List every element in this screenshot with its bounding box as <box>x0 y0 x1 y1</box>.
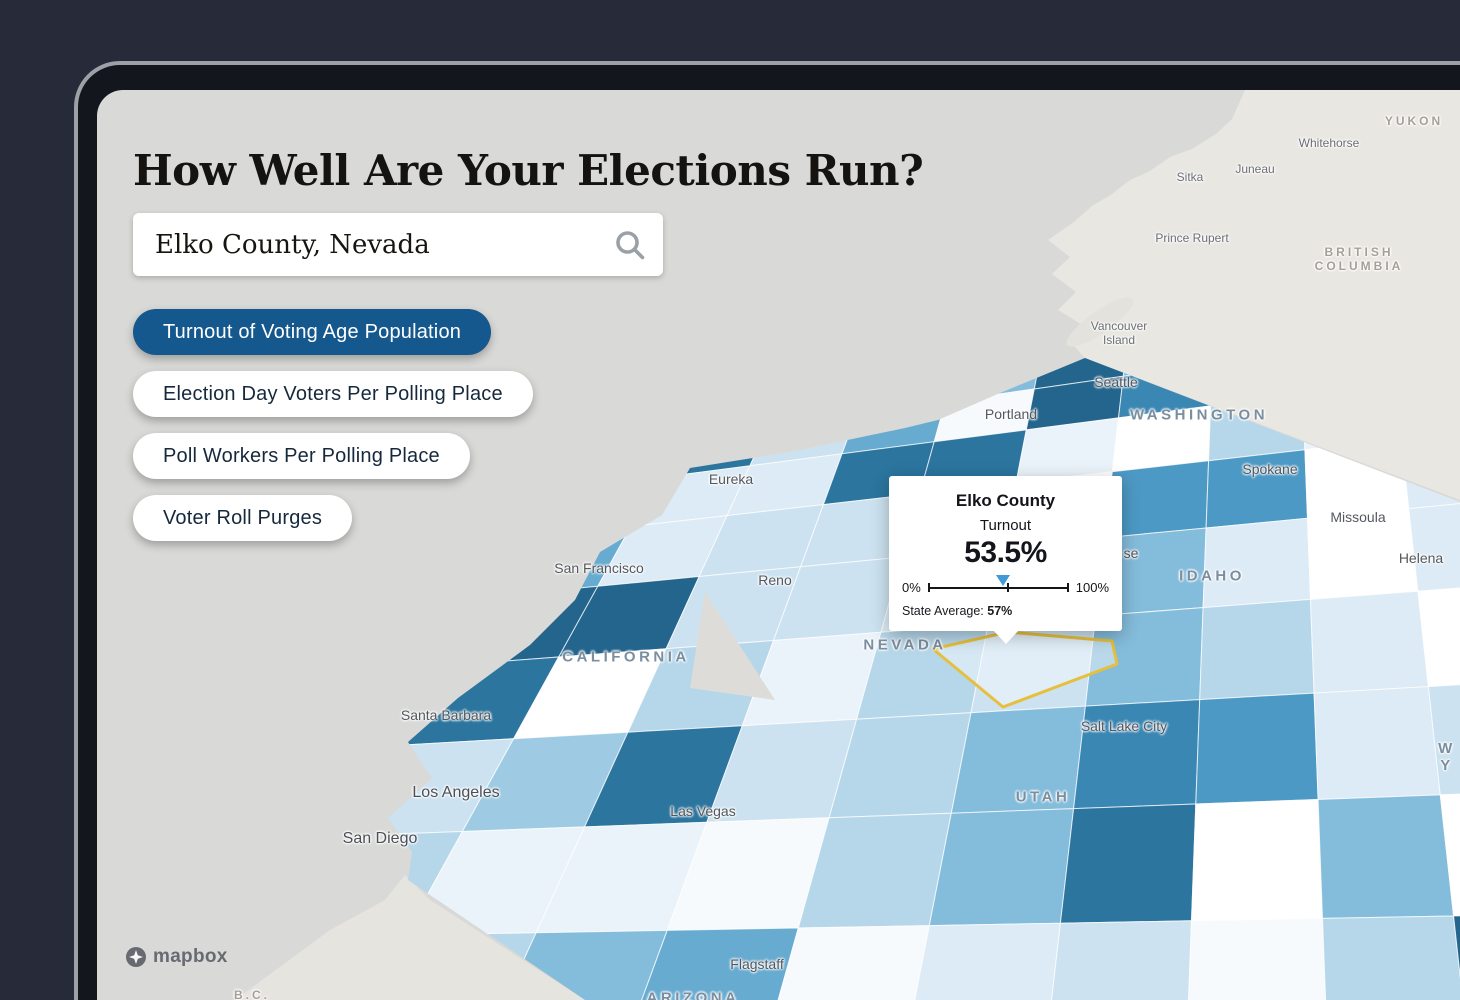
tooltip-value: 53.5% <box>964 536 1047 569</box>
turnout-scale: 0% 100% <box>889 574 1122 595</box>
county-cell[interactable] <box>1205 449 1309 529</box>
tooltip-county-name: Elko County <box>955 491 1056 510</box>
mapbox-logo[interactable]: mapbox <box>125 946 228 968</box>
tooltip-metric-label: Turnout <box>979 517 1032 534</box>
filter-poll-workers-per-polling-place[interactable]: Poll Workers Per Polling Place <box>133 433 470 479</box>
county-cell[interactable] <box>1202 517 1312 609</box>
county-cell[interactable] <box>1439 789 1460 917</box>
county-cell[interactable] <box>1045 920 1193 1000</box>
filter-voter-roll-purges[interactable]: Voter Roll Purges <box>133 495 353 541</box>
state-average-value: 57% <box>987 604 1013 618</box>
county-cell[interactable] <box>1321 915 1460 1000</box>
state-average-tick <box>1007 583 1010 592</box>
county-cell[interactable] <box>218 744 401 842</box>
county-search <box>133 213 663 276</box>
canada-landmass <box>1048 90 1460 500</box>
county-cell[interactable] <box>1195 692 1319 805</box>
county-cell[interactable] <box>1309 590 1429 694</box>
mapbox-wordmark: mapbox <box>153 946 228 967</box>
search-input[interactable] <box>153 228 613 261</box>
county-cell[interactable] <box>1059 803 1197 924</box>
county-cell[interactable] <box>1186 917 1329 1000</box>
county-cell[interactable] <box>1408 498 1460 592</box>
county-cell[interactable] <box>1073 699 1201 810</box>
state-average-label: State Average: <box>902 604 984 618</box>
county-cell[interactable] <box>1306 508 1419 600</box>
dashboard-screen: YUKON Whitehorse Sitka Juneau Prince Rupert B… <box>97 90 1460 1000</box>
county-cell[interactable] <box>763 925 930 1000</box>
vancouver-island-shape <box>1066 297 1134 347</box>
county-cell[interactable] <box>1313 686 1441 801</box>
search-icon[interactable] <box>613 228 647 262</box>
county-cell[interactable] <box>481 929 668 1000</box>
county-cell[interactable] <box>1199 598 1315 701</box>
county-cell[interactable] <box>677 399 781 441</box>
scale-max-label: 100% <box>1075 580 1109 595</box>
choropleth-map[interactable] <box>97 90 1460 1000</box>
county-cell[interactable] <box>588 412 695 454</box>
county-cell[interactable] <box>1427 679 1460 796</box>
county-cell[interactable] <box>1190 798 1324 922</box>
county-cell[interactable] <box>533 477 659 539</box>
county-cell[interactable] <box>928 808 1075 927</box>
county-cell[interactable] <box>143 836 340 940</box>
mapbox-icon <box>126 947 146 967</box>
filter-election-day-voters-per-polling-place[interactable]: Election Day Voters Per Polling Place <box>133 371 533 417</box>
county-cell[interactable] <box>1317 794 1455 919</box>
county-cell[interactable] <box>344 595 498 675</box>
scale-min-label: 0% <box>902 580 921 595</box>
county-cell[interactable] <box>1417 582 1460 688</box>
county-cell[interactable] <box>394 536 536 607</box>
terrain-patch <box>690 592 775 700</box>
county-cell[interactable] <box>855 372 954 416</box>
mexico-landmass <box>235 875 585 1000</box>
metric-filter-group: Turnout of Voting Age Population Electio… <box>133 309 533 541</box>
county-tooltip: Elko County Turnout 53.5% 0% 100% State … <box>889 476 1122 631</box>
page-title: How Well Are Your Elections Run? <box>133 146 924 196</box>
scale-track <box>927 574 1069 592</box>
county-cell[interactable] <box>564 439 680 491</box>
county-cell[interactable] <box>950 705 1086 814</box>
county-cell[interactable] <box>622 927 799 1000</box>
county-cell[interactable] <box>904 922 1061 1000</box>
county-marker-icon <box>996 574 1011 586</box>
filter-turnout-voting-age-population[interactable]: Turnout of Voting Age Population <box>133 309 492 355</box>
county-cell[interactable] <box>766 386 868 428</box>
state-average-row: State Average: 57% <box>889 604 1122 618</box>
